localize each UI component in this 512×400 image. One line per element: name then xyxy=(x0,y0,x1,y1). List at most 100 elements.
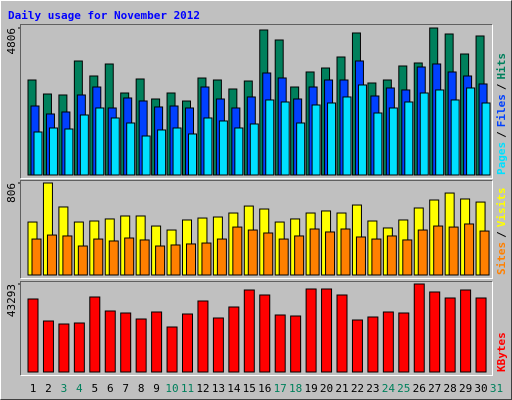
x-tick-label: 14 xyxy=(227,382,241,395)
bar xyxy=(479,230,490,276)
bar xyxy=(93,238,104,276)
bar xyxy=(212,317,224,373)
legend-entry: Sites xyxy=(495,242,508,275)
x-tick-label: 19 xyxy=(304,382,317,395)
bar xyxy=(79,114,89,176)
x-tick-label: 13 xyxy=(212,382,225,395)
bar xyxy=(186,243,196,276)
panel-highlight xyxy=(20,281,493,376)
legend: KBytes xyxy=(495,332,508,372)
bar xyxy=(31,238,42,276)
x-tick-label: 9 xyxy=(153,382,160,395)
bar xyxy=(46,234,57,276)
x-tick-label: 2 xyxy=(45,382,52,395)
bar xyxy=(355,236,366,276)
bar xyxy=(135,318,147,373)
bar xyxy=(371,238,382,276)
y-tick-label: 43293 xyxy=(5,284,18,317)
x-tick-label: 11 xyxy=(181,382,194,395)
y-tick-label: 806 xyxy=(5,183,18,203)
bar xyxy=(27,298,39,373)
bar xyxy=(290,315,302,373)
bar xyxy=(351,319,363,373)
bar xyxy=(108,240,119,276)
bar xyxy=(327,102,337,176)
bar xyxy=(435,89,445,176)
bar xyxy=(336,294,348,373)
bar xyxy=(367,316,379,373)
bar xyxy=(124,237,135,276)
x-tick-label: 23 xyxy=(366,382,379,395)
bar xyxy=(444,297,456,373)
x-tick-label: 20 xyxy=(320,382,333,395)
bar xyxy=(265,99,275,176)
bar xyxy=(342,96,352,176)
x-tick-label: 17 xyxy=(274,382,287,395)
bar xyxy=(188,133,197,176)
x-tick-label: 15 xyxy=(243,382,256,395)
bar xyxy=(357,84,367,176)
bar xyxy=(249,123,259,176)
bar xyxy=(157,129,167,176)
bar xyxy=(388,107,398,176)
legend-entry: Files xyxy=(495,94,508,127)
bar xyxy=(382,311,394,373)
bar xyxy=(433,225,444,276)
bar xyxy=(201,242,212,276)
bar xyxy=(259,294,271,373)
bar xyxy=(64,128,74,176)
legend: Pages / Files / Hits xyxy=(495,53,508,175)
bar xyxy=(218,120,228,176)
x-tick-label: 4 xyxy=(76,382,83,395)
y-tick-label: 4806 xyxy=(5,28,18,55)
legend-entry: Pages xyxy=(495,142,508,175)
legend-entry: Hits xyxy=(495,53,508,80)
legend-entry: Visits xyxy=(495,188,508,228)
legend-entry: KBytes xyxy=(495,332,508,372)
bar xyxy=(448,226,459,276)
x-tick-label: 12 xyxy=(196,382,209,395)
bar xyxy=(73,322,85,373)
x-tick-label: 29 xyxy=(459,382,472,395)
bar xyxy=(466,87,476,176)
bar xyxy=(325,231,336,276)
bar xyxy=(89,296,101,373)
bar xyxy=(417,229,428,276)
chart-title: Daily usage for November 2012 xyxy=(8,9,200,22)
bar xyxy=(481,102,491,176)
bar xyxy=(373,112,383,176)
bar xyxy=(155,245,166,276)
bar xyxy=(139,239,150,276)
bar xyxy=(450,99,460,176)
bar xyxy=(182,313,193,373)
bar xyxy=(247,229,258,276)
x-tick-label: 6 xyxy=(107,382,114,395)
x-tick-label: 8 xyxy=(138,382,145,395)
panel-highlight xyxy=(20,180,493,279)
bar xyxy=(166,326,178,373)
x-tick-label: 26 xyxy=(413,382,426,395)
bar xyxy=(151,311,163,373)
bar xyxy=(340,228,351,276)
panel-highlight xyxy=(20,24,493,179)
x-tick-label: 16 xyxy=(258,382,271,395)
bar xyxy=(120,312,132,373)
bar xyxy=(294,235,305,276)
bar xyxy=(296,122,306,176)
bar xyxy=(110,117,120,176)
x-tick-label: 1 xyxy=(30,382,37,395)
x-tick-label: 7 xyxy=(122,382,129,395)
legend-separator: / xyxy=(495,83,508,90)
bar xyxy=(172,127,182,176)
x-tick-label: 31 xyxy=(490,382,503,395)
x-tick-label: 21 xyxy=(335,382,348,395)
x-tick-label: 3 xyxy=(61,382,68,395)
bar xyxy=(126,122,136,176)
bar xyxy=(274,314,286,373)
bar xyxy=(234,127,244,176)
bar xyxy=(62,235,73,276)
panel-shadow xyxy=(20,180,493,279)
